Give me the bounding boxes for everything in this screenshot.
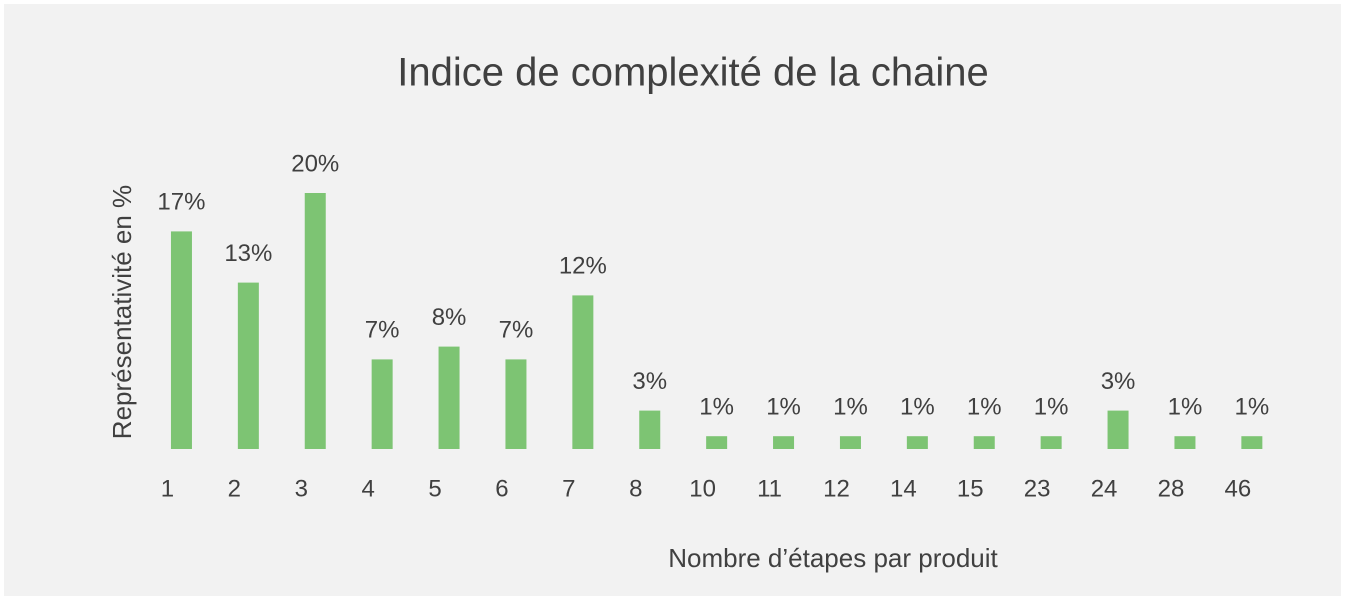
x-tick-label: 7 [562,475,575,502]
chart-title: Indice de complexité de la chaine [397,51,988,95]
data-label: 1% [1235,394,1270,421]
x-tick-label: 6 [495,475,508,502]
data-label: 12% [559,253,607,280]
bar [1040,436,1062,449]
bar [170,231,192,449]
data-label: 13% [224,240,272,267]
data-label: 20% [291,150,339,177]
y-axis-title: Représentativité en % [107,185,137,439]
data-label: 1% [1034,394,1069,421]
bar [839,436,861,449]
bar [438,346,460,449]
data-label: 1% [766,394,801,421]
x-tick-label: 3 [295,475,308,502]
x-tick-label: 11 [757,475,782,502]
data-label: 1% [833,394,868,421]
data-label: 3% [1101,368,1136,395]
bar [304,193,326,449]
data-label: 1% [1168,394,1203,421]
bar [773,436,795,449]
data-label: 8% [432,304,467,331]
data-label: 1% [900,394,935,421]
data-label: 7% [365,317,400,344]
x-tick-label: 10 [689,475,716,502]
chart-background [4,4,1341,596]
bar [237,282,259,449]
x-tick-label: 15 [957,475,984,502]
bar [639,410,661,449]
x-tick-label: 5 [428,475,441,502]
data-label: 7% [499,317,534,344]
x-tick-label: 24 [1091,475,1118,502]
data-label: 17% [157,189,205,216]
bar [973,436,995,449]
x-tick-label: 14 [890,475,917,502]
x-tick-label: 8 [629,475,642,502]
data-label: 1% [699,394,734,421]
data-label: 3% [632,368,667,395]
x-tick-label: 2 [228,475,241,502]
bar [1241,436,1263,449]
x-axis-title: Nombre d’étapes par produit [668,543,998,573]
bar [505,359,527,449]
bar [706,436,728,449]
x-tick-label: 1 [161,475,174,502]
bar [371,359,393,449]
x-tick-label: 46 [1224,475,1251,502]
x-tick-label: 4 [361,475,374,502]
data-label: 1% [967,394,1002,421]
x-tick-label: 12 [823,475,850,502]
x-tick-label: 28 [1158,475,1185,502]
bar [906,436,928,449]
bar [1174,436,1196,449]
x-tick-label: 23 [1024,475,1051,502]
bar [572,295,594,449]
bar [1107,410,1129,449]
